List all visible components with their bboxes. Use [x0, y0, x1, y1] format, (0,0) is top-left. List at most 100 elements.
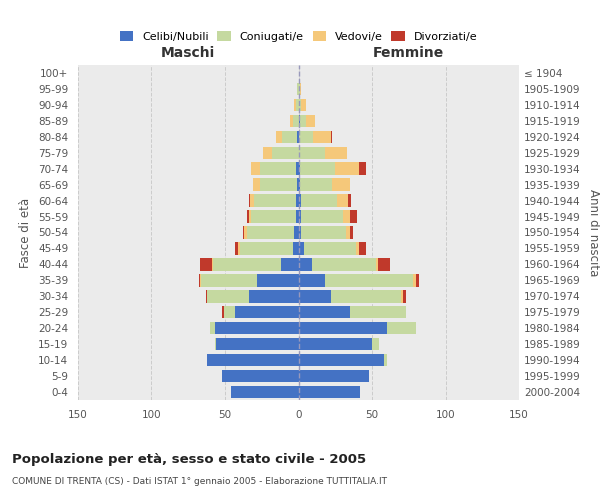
Bar — [349, 194, 352, 207]
Bar — [312, 258, 376, 270]
Bar — [299, 322, 387, 334]
Bar — [299, 82, 300, 95]
Bar — [343, 210, 350, 223]
Bar — [313, 130, 331, 143]
Bar — [301, 210, 343, 223]
Bar — [413, 274, 416, 286]
Bar — [272, 146, 299, 159]
Bar — [300, 178, 332, 191]
Bar — [300, 114, 306, 127]
Bar — [304, 242, 356, 254]
Bar — [301, 98, 306, 111]
Bar — [299, 274, 325, 286]
Bar — [301, 194, 337, 207]
Bar — [299, 370, 369, 382]
Bar — [299, 242, 304, 254]
Bar — [251, 210, 296, 223]
Bar — [299, 162, 300, 175]
Bar — [283, 130, 297, 143]
Bar — [200, 274, 202, 286]
Bar — [200, 258, 212, 270]
Bar — [350, 226, 353, 238]
Bar — [299, 98, 301, 111]
Bar — [263, 146, 272, 159]
Bar — [248, 210, 251, 223]
Bar — [254, 194, 296, 207]
Bar — [215, 338, 216, 350]
Bar — [244, 226, 247, 238]
Bar — [296, 162, 299, 175]
Bar — [299, 130, 313, 143]
Bar — [222, 370, 299, 382]
Bar — [299, 114, 300, 127]
Bar — [294, 226, 299, 238]
Bar — [290, 114, 293, 127]
Bar — [299, 338, 372, 350]
Bar — [299, 354, 384, 366]
Bar — [240, 242, 293, 254]
Bar — [224, 306, 235, 318]
Bar — [378, 258, 389, 270]
Bar — [294, 98, 296, 111]
Bar — [299, 210, 301, 223]
Text: Maschi: Maschi — [161, 46, 215, 60]
Bar — [299, 258, 312, 270]
Bar — [216, 338, 299, 350]
Bar — [299, 194, 301, 207]
Bar — [299, 178, 300, 191]
Bar — [306, 114, 314, 127]
Bar — [331, 130, 332, 143]
Bar — [206, 290, 208, 302]
Bar — [300, 82, 301, 95]
Bar — [331, 290, 401, 302]
Bar — [199, 274, 200, 286]
Bar — [222, 306, 224, 318]
Bar — [248, 290, 299, 302]
Bar — [202, 274, 257, 286]
Bar — [235, 242, 238, 254]
Bar — [299, 306, 350, 318]
Bar — [296, 210, 299, 223]
Bar — [359, 242, 366, 254]
Bar — [208, 290, 248, 302]
Bar — [293, 242, 299, 254]
Bar — [242, 226, 244, 238]
Bar — [299, 226, 301, 238]
Bar — [212, 258, 213, 270]
Bar — [238, 242, 240, 254]
Bar — [325, 146, 347, 159]
Bar — [297, 82, 299, 95]
Text: Popolazione per età, sesso e stato civile - 2005: Popolazione per età, sesso e stato civil… — [12, 452, 366, 466]
Bar — [235, 306, 299, 318]
Bar — [296, 98, 299, 111]
Legend: Celibi/Nubili, Coniugati/e, Vedovi/e, Divorziati/e: Celibi/Nubili, Coniugati/e, Vedovi/e, Di… — [115, 27, 482, 46]
Bar — [250, 194, 254, 207]
Y-axis label: Fasce di età: Fasce di età — [19, 198, 32, 268]
Bar — [335, 162, 359, 175]
Bar — [359, 162, 366, 175]
Bar — [296, 194, 299, 207]
Bar — [277, 130, 283, 143]
Bar — [297, 178, 299, 191]
Bar — [401, 290, 403, 302]
Bar — [403, 290, 406, 302]
Bar — [231, 386, 299, 398]
Y-axis label: Anni di nascita: Anni di nascita — [587, 189, 600, 276]
Bar — [253, 178, 260, 191]
Bar — [387, 322, 416, 334]
Bar — [346, 226, 350, 238]
Bar — [281, 258, 299, 270]
Bar — [213, 258, 281, 270]
Bar — [215, 322, 299, 334]
Bar — [257, 274, 299, 286]
Bar — [299, 146, 325, 159]
Bar — [247, 210, 248, 223]
Bar — [350, 306, 406, 318]
Bar — [299, 290, 331, 302]
Text: COMUNE DI TRENTA (CS) - Dati ISTAT 1° gennaio 2005 - Elaborazione TUTTITALIA.IT: COMUNE DI TRENTA (CS) - Dati ISTAT 1° ge… — [12, 478, 387, 486]
Bar — [251, 162, 260, 175]
Bar — [325, 274, 413, 286]
Bar — [247, 226, 294, 238]
Bar — [293, 114, 299, 127]
Bar — [260, 178, 297, 191]
